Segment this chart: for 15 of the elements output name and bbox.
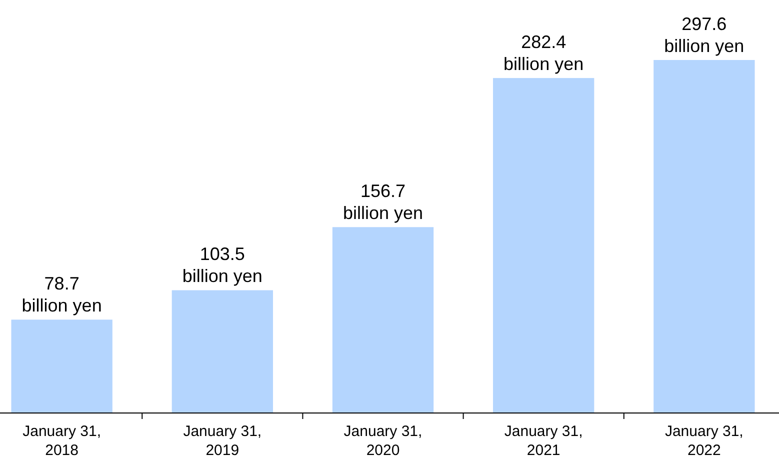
x-tick-label: January 31, 2021 (504, 423, 583, 459)
data-label: 78.7 billion yen (22, 274, 102, 316)
bar (493, 78, 594, 413)
x-tick-label: January 31, 2018 (22, 423, 102, 459)
x-tick-label: January 31, 2019 (183, 423, 262, 459)
data-label: 103.5 billion yen (182, 244, 262, 286)
x-tick-label: January 31, 2020 (344, 423, 422, 459)
bar (11, 320, 112, 413)
x-tick-label: January 31, 2022 (664, 423, 744, 459)
data-label: 156.7 billion yen (342, 181, 424, 224)
bar (172, 290, 273, 413)
bar (654, 60, 755, 413)
data-label: 282.4 billion yen (504, 32, 584, 74)
bar (332, 227, 434, 413)
data-label: 297.6 billion yen (664, 14, 744, 56)
